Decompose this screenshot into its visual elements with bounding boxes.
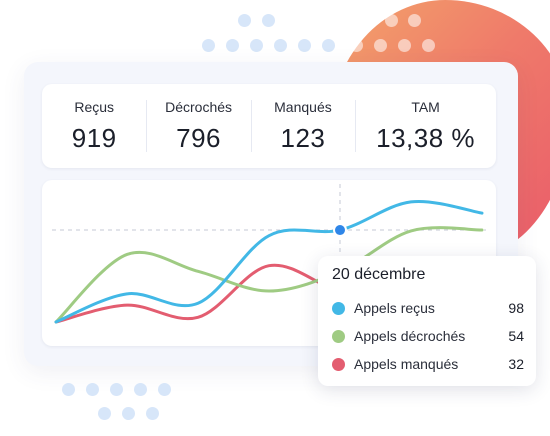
decor-dot	[298, 39, 311, 52]
tooltip-row-value: 98	[508, 300, 524, 316]
stat-value: 919	[71, 122, 117, 153]
decor-dots-top-row	[202, 39, 335, 52]
decor-dot	[398, 39, 411, 52]
legend-dot-icon	[332, 329, 345, 343]
stats-card: Reçus 919 Décrochés 796 Manqués 123 TAM …	[42, 84, 496, 168]
series-line-answered	[54, 226, 484, 324]
tooltip-row-label: Appels manqués	[354, 356, 459, 372]
tooltip-row-value: 32	[508, 356, 524, 372]
stat-label: Décrochés	[165, 98, 233, 115]
hover-point-marker[interactable]	[333, 223, 347, 238]
tooltip-row-answered: Appels décrochés 54	[332, 326, 524, 346]
decor-dot	[98, 407, 111, 420]
decor-dot	[374, 39, 387, 52]
tooltip-row-received: Appels reçus 98	[332, 298, 524, 318]
legend-dot-icon	[332, 357, 345, 371]
decor-dot	[202, 39, 215, 52]
stat-value: 123	[280, 122, 326, 153]
stat-label: Manqués	[274, 98, 332, 115]
decor-dot	[362, 14, 375, 27]
decor-dot	[250, 39, 263, 52]
tooltip-date: 20 décembre	[332, 266, 426, 283]
stat-received: Reçus 919	[42, 84, 146, 168]
decor-dots-bottom	[62, 383, 171, 396]
tooltip-row-label: Appels décrochés	[354, 328, 466, 344]
calls-line-chart	[52, 184, 486, 346]
stat-missed: Manqués 123	[250, 84, 355, 168]
stat-tam: TAM 13,38 %	[355, 84, 496, 168]
decor-dot	[350, 39, 363, 52]
decor-dot	[422, 39, 435, 52]
stat-value: 13,38 %	[376, 122, 476, 153]
stat-value: 796	[176, 122, 221, 153]
decor-dot	[62, 383, 75, 396]
tooltip-row-missed: Appels manqués 32	[332, 354, 524, 374]
decor-dots-blob	[362, 14, 421, 27]
decor-dot	[134, 383, 147, 396]
decor-dot	[274, 39, 287, 52]
tooltip-row-label: Appels reçus	[354, 300, 435, 316]
decor-dot	[262, 14, 275, 27]
decor-dot	[158, 383, 171, 396]
decor-dot	[408, 14, 421, 27]
decor-dot	[110, 383, 123, 396]
decor-dots-top	[238, 14, 275, 27]
decor-dot	[122, 407, 135, 420]
decor-dots-bottom-row	[98, 407, 159, 420]
decor-dot	[385, 14, 398, 27]
decor-dot	[226, 39, 239, 52]
decor-dots-blob-row	[350, 39, 435, 52]
decor-dot	[86, 383, 99, 396]
stat-answered: Décrochés 796	[146, 84, 250, 168]
legend-dot-icon	[332, 301, 345, 315]
chart-tooltip: 20 décembre Appels reçus 98 Appels décro…	[318, 256, 536, 386]
stat-label: TAM	[411, 98, 440, 115]
decor-dot	[322, 39, 335, 52]
decor-dot	[238, 14, 251, 27]
series-line-received	[54, 199, 484, 324]
tooltip-row-value: 54	[508, 328, 524, 344]
stat-label: Reçus	[74, 98, 115, 115]
decor-dot	[146, 407, 159, 420]
